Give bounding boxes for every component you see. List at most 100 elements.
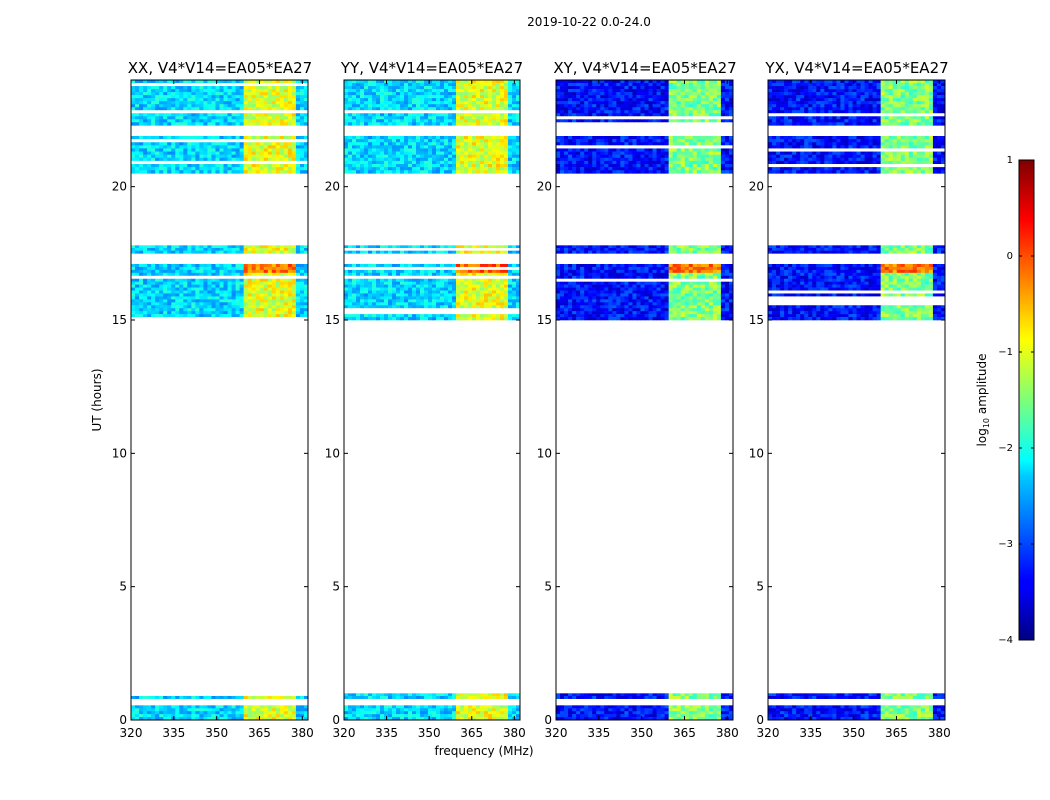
heatmap-cell <box>271 272 277 277</box>
heatmap-cell <box>368 284 373 288</box>
heatmap-cell <box>215 708 220 712</box>
heatmap-cell <box>488 167 493 171</box>
heatmap-cell <box>356 92 361 96</box>
heatmap-cell <box>179 142 184 146</box>
heatmap-cell <box>420 314 425 318</box>
heatmap-cell <box>215 107 220 111</box>
heatmap-cell <box>424 269 429 274</box>
heatmap-cell <box>504 98 509 102</box>
heatmap-cell <box>344 299 349 303</box>
heatmap-cell <box>380 101 385 105</box>
heatmap-cell <box>271 113 277 117</box>
heatmap-cell <box>496 693 501 697</box>
heatmap-cell <box>424 311 429 315</box>
heatmap-cell <box>235 151 241 155</box>
heatmap-cell <box>356 95 361 99</box>
heatmap-cell <box>516 110 521 114</box>
heatmap-cell <box>187 89 192 93</box>
heatmap-cell <box>223 92 228 96</box>
panel-title-yy: YY, V4*V14=EA05*EA27 <box>340 59 523 77</box>
heatmap-cell <box>408 269 413 274</box>
heatmap-cell <box>344 98 349 102</box>
heatmap-cell <box>275 314 281 318</box>
heatmap-cell <box>215 693 220 697</box>
heatmap-cell <box>235 293 241 297</box>
heatmap-cell <box>436 154 441 159</box>
heatmap-cell <box>464 148 469 152</box>
heatmap-cell <box>388 116 393 120</box>
heatmap-cell <box>263 314 269 318</box>
heatmap-cell <box>291 248 297 251</box>
heatmap-cell <box>287 264 293 268</box>
heatmap-cell <box>388 139 393 143</box>
heatmap-cell <box>496 278 501 282</box>
heatmap-cell <box>303 317 309 321</box>
heatmap-cell <box>428 708 433 712</box>
heatmap-cell <box>500 264 505 268</box>
heatmap-cell <box>155 92 160 96</box>
heatmap-cell <box>384 314 389 318</box>
heatmap-cell <box>400 119 405 123</box>
heatmap-cell <box>348 314 353 318</box>
heatmap-cell <box>440 281 445 285</box>
heatmap-cell <box>508 80 513 84</box>
heatmap-cell <box>408 287 413 291</box>
heatmap-cell <box>364 170 369 174</box>
heatmap-cell <box>195 101 200 105</box>
x-tick-label: 380 <box>291 726 314 740</box>
heatmap-cell <box>195 696 200 699</box>
heatmap-cell <box>436 148 441 152</box>
heatmap-cell <box>464 269 469 274</box>
heatmap-cell <box>219 104 224 108</box>
heatmap-cell <box>460 269 465 274</box>
heatmap-cell <box>203 705 208 709</box>
heatmap-cell <box>279 92 285 96</box>
heatmap-cell <box>135 281 140 285</box>
heatmap-cell <box>464 693 469 697</box>
heatmap-cell <box>203 248 208 251</box>
heatmap-cell <box>428 80 433 84</box>
heatmap-cell <box>251 89 257 93</box>
heatmap-cell <box>199 89 204 93</box>
heatmap-cell <box>175 167 180 171</box>
heatmap-cell <box>476 693 481 697</box>
heatmap-cell <box>348 145 353 149</box>
heatmap-cell <box>231 317 236 321</box>
heatmap-cell <box>412 110 417 114</box>
heatmap-cell <box>396 104 401 108</box>
heatmap-cell <box>167 711 172 715</box>
heatmap-cell <box>400 284 405 288</box>
heatmap-cell <box>303 299 309 303</box>
heatmap-cell <box>500 154 505 159</box>
heatmap-cell <box>348 272 353 277</box>
heatmap-cell <box>380 110 385 114</box>
heatmap-cell <box>404 86 409 90</box>
y-tick-label: 5 <box>119 580 127 594</box>
heatmap-cell <box>283 696 289 699</box>
heatmap-cell <box>492 101 497 105</box>
heatmap-cell <box>199 92 204 96</box>
heatmap-cell <box>504 119 509 123</box>
heatmap-cell <box>271 110 277 114</box>
heatmap-cell <box>496 308 501 312</box>
heatmap-cell <box>159 122 164 126</box>
heatmap-cell <box>151 281 156 285</box>
heatmap-cell <box>223 245 228 249</box>
heatmap-cell <box>416 104 421 108</box>
heatmap-cell <box>512 92 517 96</box>
heatmap-cell <box>432 110 437 114</box>
heatmap-cell <box>496 80 501 84</box>
heatmap-cell <box>275 139 281 143</box>
heatmap-cell <box>508 89 513 93</box>
heatmap-cell <box>364 281 369 285</box>
heatmap-cell <box>348 119 353 123</box>
heatmap-cell <box>424 104 429 108</box>
heatmap-cell <box>187 148 192 152</box>
heatmap-cell <box>432 717 437 721</box>
heatmap-cell <box>444 717 449 721</box>
heatmap-cell <box>267 80 273 84</box>
heatmap-cell <box>131 92 136 96</box>
heatmap-cell <box>344 164 349 168</box>
heatmap-cell <box>356 142 361 146</box>
heatmap-cell <box>468 293 473 297</box>
